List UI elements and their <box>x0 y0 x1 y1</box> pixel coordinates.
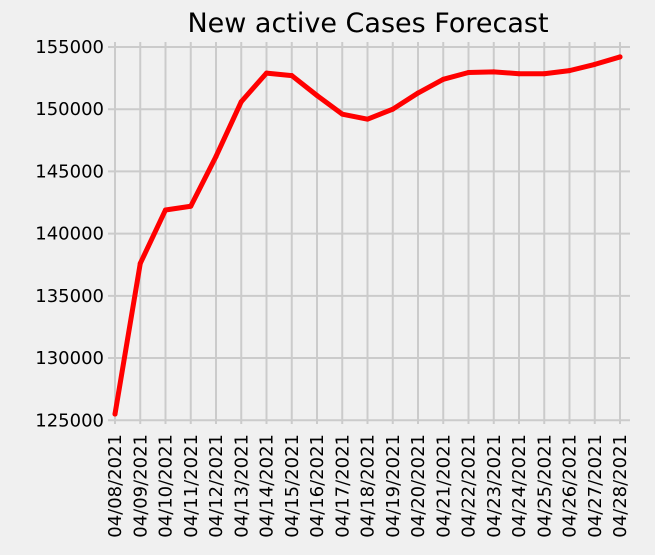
x-tick-label: 04/08/2021 <box>105 434 126 538</box>
data-point <box>339 111 345 117</box>
x-tick-label: 04/15/2021 <box>282 434 303 538</box>
data-point <box>617 54 623 60</box>
x-tick-label: 04/20/2021 <box>408 434 429 538</box>
data-point <box>541 71 547 77</box>
series-layer <box>112 54 623 417</box>
y-tick-label: 125000 <box>35 410 104 431</box>
data-point <box>264 70 269 76</box>
data-point <box>390 106 396 112</box>
data-point <box>289 73 295 79</box>
data-point <box>440 76 446 82</box>
chart-title: New active Cases Forecast <box>187 8 548 39</box>
data-point <box>213 153 219 159</box>
x-tick-label: 04/09/2021 <box>130 434 151 538</box>
x-tick-label: 04/25/2021 <box>534 434 555 538</box>
x-tick-label: 04/21/2021 <box>433 434 454 538</box>
x-tick-label: 04/12/2021 <box>206 434 227 538</box>
data-point <box>365 116 370 122</box>
x-tick-label: 04/16/2021 <box>307 434 328 538</box>
y-gridlines <box>108 45 630 422</box>
x-tick-label: 04/11/2021 <box>181 434 202 538</box>
data-point <box>137 260 143 266</box>
data-point <box>415 90 421 96</box>
x-tick-label: 04/28/2021 <box>610 434 631 538</box>
data-point <box>516 71 522 77</box>
x-tick-label: 04/26/2021 <box>560 434 581 538</box>
x-tick-label: 04/13/2021 <box>231 434 252 538</box>
x-tick-label: 04/22/2021 <box>459 434 480 538</box>
y-tick-labels: 125000 130000 135000 140000 145000 150000 1550… <box>35 37 104 431</box>
data-point <box>314 93 320 99</box>
y-tick-label: 135000 <box>35 286 104 307</box>
x-tick-label: 04/10/2021 <box>156 434 177 538</box>
data-point <box>163 207 168 213</box>
x-tick-label: 04/17/2021 <box>332 434 353 538</box>
data-point <box>491 69 497 75</box>
x-tick-label: 04/23/2021 <box>484 434 505 538</box>
x-tick-label: 04/18/2021 <box>358 434 379 538</box>
x-tick-label: 04/14/2021 <box>257 434 278 538</box>
data-point <box>238 99 244 105</box>
data-point <box>188 203 194 209</box>
data-point <box>592 61 598 67</box>
x-tick-label: 04/24/2021 <box>509 434 530 538</box>
y-tick-label: 155000 <box>35 37 104 58</box>
data-point <box>466 69 471 75</box>
y-tick-label: 140000 <box>35 224 104 245</box>
data-point <box>112 411 118 417</box>
y-tick-label: 145000 <box>35 161 104 182</box>
y-tick-label: 150000 <box>35 99 104 120</box>
x-tick-labels: 04/08/2021 04/09/2021 04/10/2021 04/11/2021… <box>105 434 631 538</box>
data-point <box>567 68 572 74</box>
y-tick-label: 130000 <box>35 348 104 369</box>
x-tick-label: 04/19/2021 <box>383 434 404 538</box>
x-tick-label: 04/27/2021 <box>585 434 606 538</box>
